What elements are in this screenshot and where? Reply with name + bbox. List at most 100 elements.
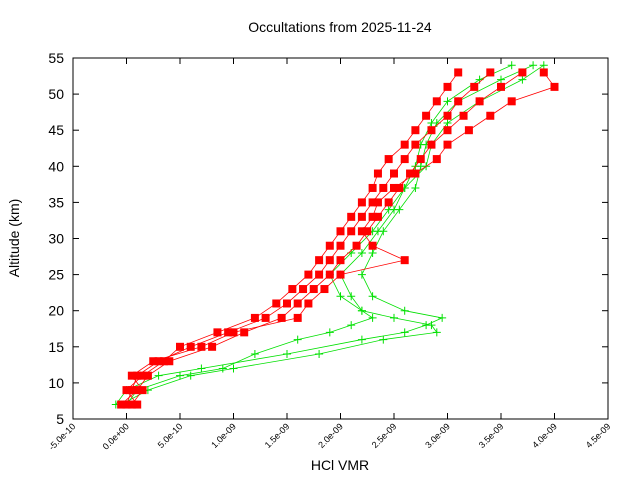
point (357, 198, 366, 207)
point (127, 371, 136, 380)
point (186, 342, 195, 351)
point (459, 111, 468, 120)
y-axis-label: Altitude (km) (6, 199, 22, 278)
point (400, 155, 409, 164)
point (411, 140, 420, 149)
point (443, 111, 452, 120)
point (400, 256, 409, 265)
point (486, 68, 495, 77)
point (133, 371, 142, 380)
point (443, 82, 452, 91)
point (368, 241, 377, 250)
point (368, 292, 377, 301)
point (127, 400, 136, 409)
point (272, 299, 281, 308)
point (390, 183, 398, 192)
point (250, 313, 259, 322)
point (539, 61, 548, 70)
point (518, 75, 527, 84)
point (299, 285, 308, 294)
point (165, 357, 174, 366)
point (325, 328, 334, 337)
point (250, 350, 259, 359)
point (277, 313, 286, 322)
point (293, 335, 302, 344)
point (550, 82, 559, 91)
y-tick-label: 15 (48, 339, 64, 355)
point (379, 335, 388, 344)
point (325, 241, 334, 250)
point (368, 313, 377, 322)
point (507, 61, 516, 70)
point (304, 270, 313, 279)
point (336, 292, 345, 301)
point (347, 227, 356, 236)
point (443, 97, 452, 106)
point (416, 155, 425, 164)
point (315, 256, 324, 265)
y-tick-label: 50 (48, 86, 64, 102)
profile-line (120, 64, 545, 405)
point (443, 140, 452, 149)
point (283, 299, 291, 308)
point (411, 126, 420, 135)
plot-area (111, 61, 559, 409)
point (400, 140, 409, 149)
point (143, 371, 152, 380)
point (422, 111, 431, 120)
point (176, 371, 184, 380)
point (497, 75, 505, 84)
point (357, 270, 366, 279)
point (218, 364, 227, 373)
point (379, 183, 388, 192)
point (529, 61, 538, 70)
point (373, 169, 382, 178)
point (368, 183, 377, 192)
point (283, 350, 291, 359)
point (411, 183, 420, 192)
point (197, 364, 206, 373)
point (325, 256, 334, 265)
point (315, 350, 324, 359)
point (427, 126, 436, 135)
point (400, 328, 409, 337)
y-tick-label: 40 (48, 158, 64, 174)
point (224, 328, 233, 337)
point (315, 270, 324, 279)
y-tick-label: 20 (48, 303, 64, 319)
point (240, 328, 249, 337)
point (293, 299, 302, 308)
point (454, 68, 463, 77)
point (357, 335, 366, 344)
point (154, 371, 163, 380)
point (384, 205, 393, 214)
point (229, 328, 238, 337)
y-tick-label: 10 (48, 375, 64, 391)
point (320, 285, 329, 294)
point (357, 306, 366, 315)
point (122, 386, 131, 395)
y-tick-label: 45 (48, 122, 64, 138)
point (384, 198, 393, 207)
chart-title: Occultations from 2025-11-24 (248, 19, 432, 35)
point (400, 306, 409, 315)
point (159, 357, 168, 366)
point (149, 357, 158, 366)
point (304, 299, 313, 308)
point (288, 285, 297, 294)
point (347, 292, 356, 301)
point (357, 227, 366, 236)
y-tick-label: 5 (56, 411, 64, 427)
point (117, 400, 126, 409)
point (154, 357, 163, 366)
point (368, 198, 377, 207)
point (432, 97, 441, 106)
plot-border (72, 57, 609, 420)
point (454, 97, 463, 106)
point (352, 241, 361, 250)
point (470, 82, 479, 91)
point (432, 155, 441, 164)
